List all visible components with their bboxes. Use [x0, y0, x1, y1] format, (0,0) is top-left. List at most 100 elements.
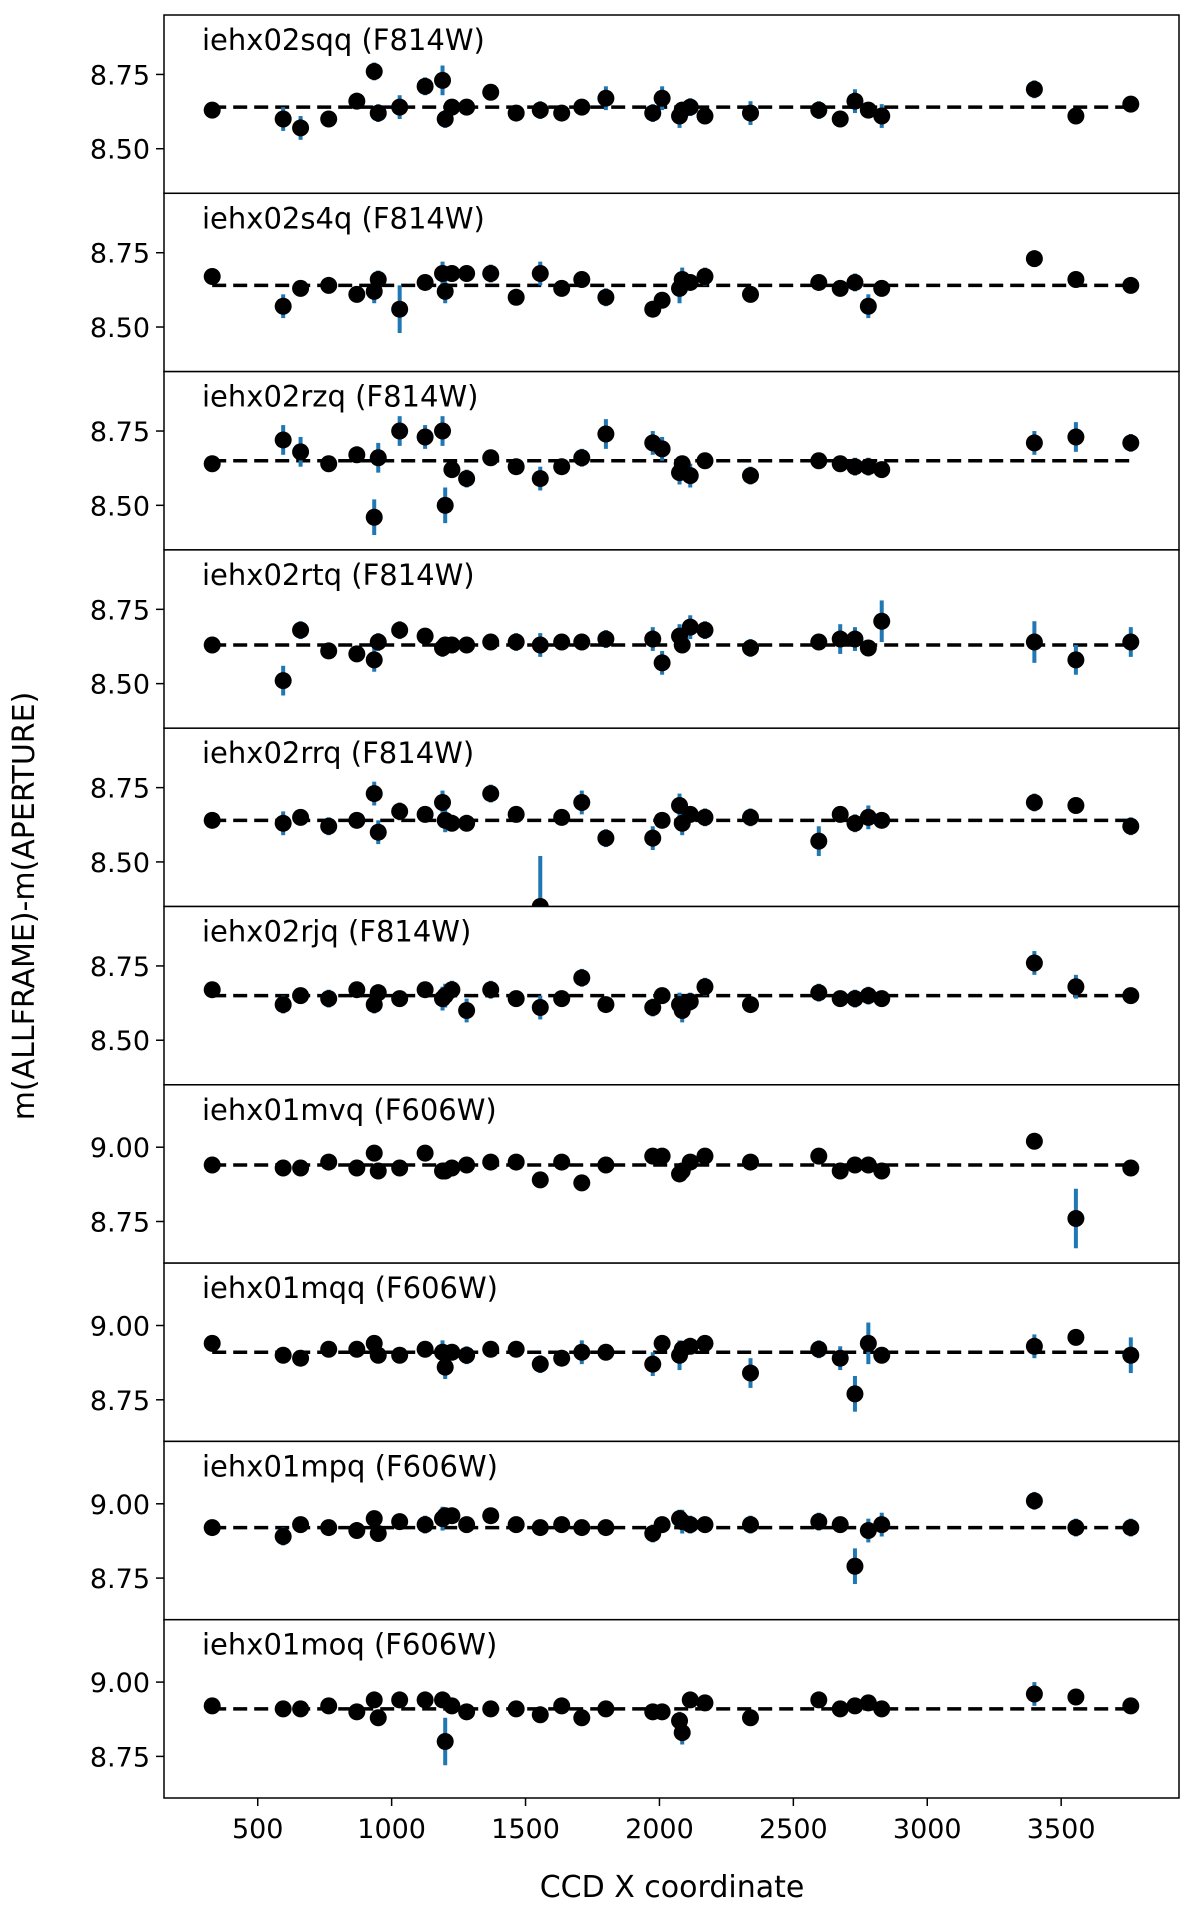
y-tick-label: 8.50 — [90, 848, 150, 879]
data-point — [458, 1156, 476, 1174]
data-point — [810, 101, 828, 119]
data-point — [348, 981, 366, 999]
data-point — [482, 1153, 500, 1171]
y-tick-label: 8.75 — [90, 1386, 150, 1417]
data-point — [416, 627, 434, 645]
data-point — [348, 285, 366, 303]
data-point — [873, 1700, 891, 1718]
data-point — [553, 1349, 571, 1367]
data-point — [846, 990, 864, 1008]
x-tick-label: 500 — [232, 1814, 284, 1845]
panel-title: iehx02rrq (F814W) — [202, 736, 474, 770]
data-point — [653, 1147, 671, 1165]
data-point — [810, 633, 828, 651]
data-point — [553, 1516, 571, 1534]
data-point — [203, 455, 221, 473]
data-point — [742, 1364, 760, 1382]
data-point — [1067, 651, 1085, 669]
data-point — [348, 1340, 366, 1358]
data-point — [1122, 434, 1140, 452]
y-tick-label: 8.75 — [90, 417, 150, 448]
data-point — [369, 984, 387, 1002]
data-point — [348, 446, 366, 464]
data-point — [416, 1691, 434, 1709]
data-point — [292, 443, 310, 461]
data-point — [653, 1334, 671, 1352]
data-point — [859, 1694, 877, 1712]
data-point — [573, 1519, 591, 1537]
data-point — [416, 805, 434, 823]
data-point — [443, 981, 461, 999]
data-point — [573, 270, 591, 288]
data-point — [443, 1343, 461, 1361]
data-point — [443, 1697, 461, 1715]
x-tick-label: 1500 — [491, 1814, 560, 1845]
data-point — [482, 633, 500, 651]
data-point — [696, 1516, 714, 1534]
data-point — [1025, 1492, 1043, 1510]
data-point — [507, 288, 525, 306]
data-point — [369, 1162, 387, 1180]
y-tick-label: 9.00 — [90, 1312, 150, 1343]
data-point — [443, 461, 461, 479]
y-tick-label: 8.50 — [90, 1026, 150, 1057]
data-point — [391, 300, 409, 318]
panel: iehx02s4q (F814W) 8.50 8.75 — [90, 192, 1180, 380]
data-point — [573, 449, 591, 467]
data-point — [320, 1153, 338, 1171]
data-point — [696, 621, 714, 639]
data-point — [436, 1733, 454, 1751]
data-point — [292, 279, 310, 297]
y-tick-label: 8.50 — [90, 491, 150, 522]
data-point — [681, 1337, 699, 1355]
data-point — [742, 996, 760, 1014]
data-point — [416, 1340, 434, 1358]
x-tick-label: 1000 — [357, 1814, 426, 1845]
data-point — [320, 1519, 338, 1537]
data-point — [696, 1694, 714, 1712]
data-point — [831, 1162, 849, 1180]
data-point — [320, 276, 338, 294]
data-point — [597, 829, 615, 847]
data-point — [573, 1709, 591, 1727]
data-point — [320, 1340, 338, 1358]
panel-title: iehx02sqq (F814W) — [202, 23, 485, 57]
data-point — [573, 793, 591, 811]
data-point — [531, 1706, 549, 1724]
data-point — [1025, 434, 1043, 452]
data-point — [443, 636, 461, 654]
y-tick-label: 8.75 — [90, 60, 150, 91]
data-point — [696, 808, 714, 826]
data-point — [859, 1156, 877, 1174]
panel: iehx01mvq (F606W) 8.75 9.00 — [90, 1084, 1180, 1272]
data-point — [507, 1516, 525, 1534]
data-point — [458, 1346, 476, 1364]
panel: iehx02rzq (F814W) 8.50 8.75 — [90, 370, 1180, 558]
data-point — [391, 1691, 409, 1709]
data-point — [846, 1385, 864, 1403]
data-point — [531, 265, 549, 283]
data-point — [416, 981, 434, 999]
data-point — [846, 630, 864, 648]
data-point — [507, 633, 525, 651]
data-point — [348, 1159, 366, 1177]
data-point — [320, 110, 338, 128]
data-point — [553, 458, 571, 476]
data-point — [274, 1346, 292, 1364]
panel-title: iehx02rtq (F814W) — [202, 558, 475, 592]
data-point — [810, 1691, 828, 1709]
data-point — [434, 422, 452, 440]
data-point — [320, 455, 338, 473]
data-point — [831, 805, 849, 823]
data-point — [274, 1527, 292, 1545]
data-point — [696, 1334, 714, 1352]
data-point — [443, 1507, 461, 1525]
data-point — [507, 104, 525, 122]
data-point — [653, 1516, 671, 1534]
y-tick-label: 8.50 — [90, 135, 150, 166]
data-point — [1122, 95, 1140, 113]
data-point — [1122, 276, 1140, 294]
data-point — [458, 470, 476, 488]
data-point — [653, 1703, 671, 1721]
data-point — [1122, 1697, 1140, 1715]
